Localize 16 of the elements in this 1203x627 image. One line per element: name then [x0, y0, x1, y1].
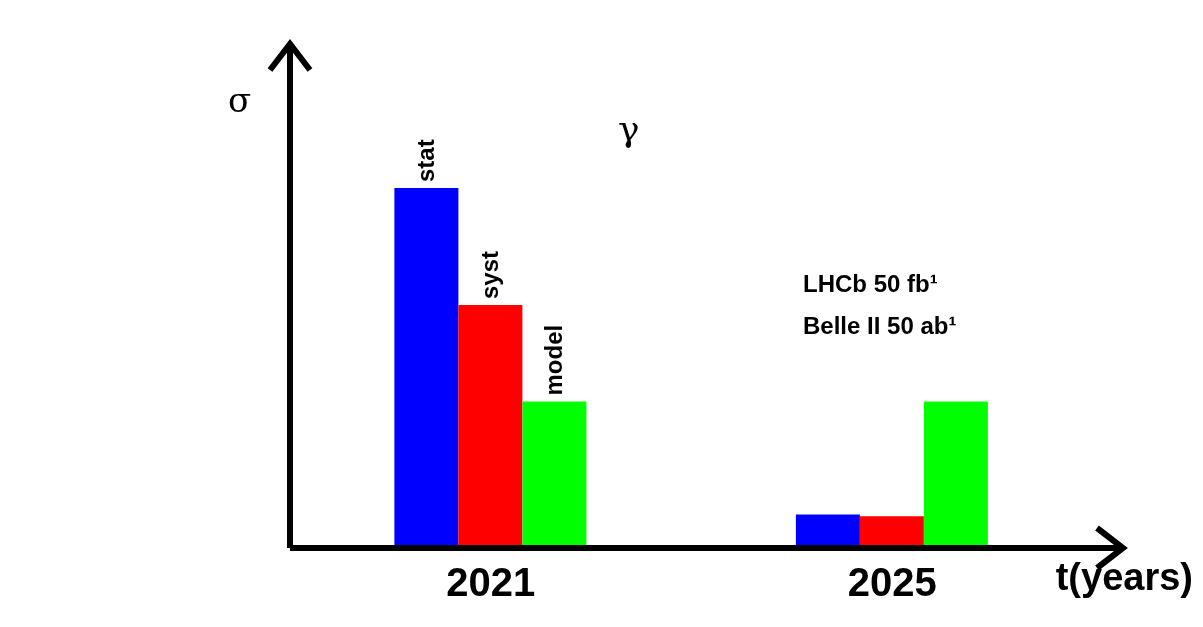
y-axis-title: σ [228, 80, 252, 120]
x-tick-label: 2021 [446, 560, 536, 605]
annotation: LHCb 50 fb¹ [803, 270, 938, 298]
bar [458, 305, 523, 548]
bar [394, 188, 459, 548]
text: γ [618, 108, 640, 149]
text: model [540, 324, 568, 396]
x-tick-label: 2025 [847, 560, 937, 605]
annotation: Belle II 50 ab¹ [803, 312, 957, 340]
bar [923, 401, 988, 548]
bar [859, 516, 924, 548]
text: syst [476, 250, 504, 299]
bar [795, 514, 860, 548]
text: stat [412, 139, 440, 182]
bar [522, 401, 587, 548]
x-axis-title: t(years) [1055, 556, 1193, 599]
